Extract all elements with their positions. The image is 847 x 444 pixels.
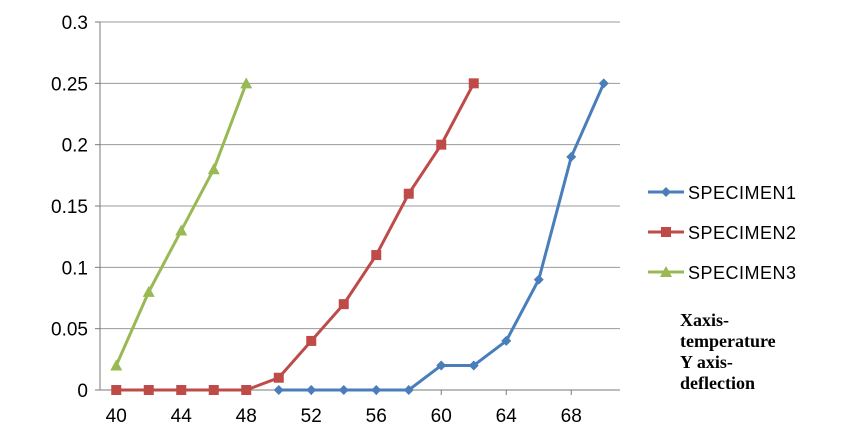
data-point-specimen2 [143,385,154,395]
legend-marker [661,227,671,237]
note-line: Y axis- [680,352,733,372]
x-tick-label: 52 [301,406,322,427]
note-line: Xaxis- [680,310,729,330]
data-point-specimen3 [175,224,188,236]
data-point-specimen2 [403,188,414,199]
y-tick-label: 0.25 [51,74,88,95]
data-point-specimen2 [111,385,122,395]
legend-marker [661,187,671,197]
data-point-specimen2 [208,385,219,395]
data-point-specimen1 [403,385,414,395]
data-point-specimen3 [142,285,155,297]
data-point-specimen1 [306,385,317,395]
x-tick-label: 56 [366,406,387,427]
data-point-specimen1 [273,385,284,395]
data-point-specimen2 [306,335,317,346]
data-point-specimen1 [436,360,447,371]
x-tick-label: 64 [496,406,518,427]
y-tick-label: 0.05 [51,320,88,341]
x-tick-label: 60 [431,406,452,427]
data-point-specimen3 [207,163,220,175]
legend-label: SPECIMEN2 [688,223,797,243]
x-tick-label: 44 [171,406,193,427]
x-tick-label: 40 [106,406,127,427]
note-line: deflection [680,373,755,393]
data-point-specimen3 [240,77,253,89]
series-line-specimen1 [278,82,606,392]
y-tick-label: 0 [77,381,88,402]
y-tick-label: 0.2 [62,136,88,157]
data-point-specimen1 [338,385,349,395]
gridlines [100,21,620,391]
data-point-specimen1 [501,335,512,346]
y-tick-label: 0.15 [51,197,88,218]
data-point-specimen2 [176,385,187,395]
data-point-specimen1 [566,151,577,162]
series-line-specimen3 [114,82,248,367]
y-tick-label: 0.1 [62,258,88,279]
x-tick-label: 68 [561,406,582,427]
data-point-specimen2 [436,139,447,150]
data-point-specimen2 [468,78,479,89]
y-tick-label: 0.3 [62,13,88,34]
data-point-specimen2 [338,299,349,310]
data-point-specimen1 [533,274,544,285]
data-point-specimen1 [371,385,382,395]
data-point-specimen3 [110,359,123,371]
data-point-specimen2 [241,385,252,395]
data-point-specimen1 [598,78,609,89]
series [110,77,609,395]
legend: SPECIMEN1 SPECIMEN2 SPECIMEN3 [648,183,797,283]
series-line-specimen2 [116,82,476,392]
x-tick-label: 48 [236,406,257,427]
data-point-specimen2 [273,372,284,383]
note-line: temperature [680,331,776,351]
axes: 0 0.05 0.1 0.15 0.2 0.25 0.3 40 44 48 52 56 60 64 68 [51,13,582,427]
legend-label: SPECIMEN1 [688,183,797,203]
data-point-specimen1 [468,360,479,371]
legend-marker [660,266,672,277]
data-point-specimen2 [371,250,382,261]
legend-label: SPECIMEN3 [688,263,797,283]
